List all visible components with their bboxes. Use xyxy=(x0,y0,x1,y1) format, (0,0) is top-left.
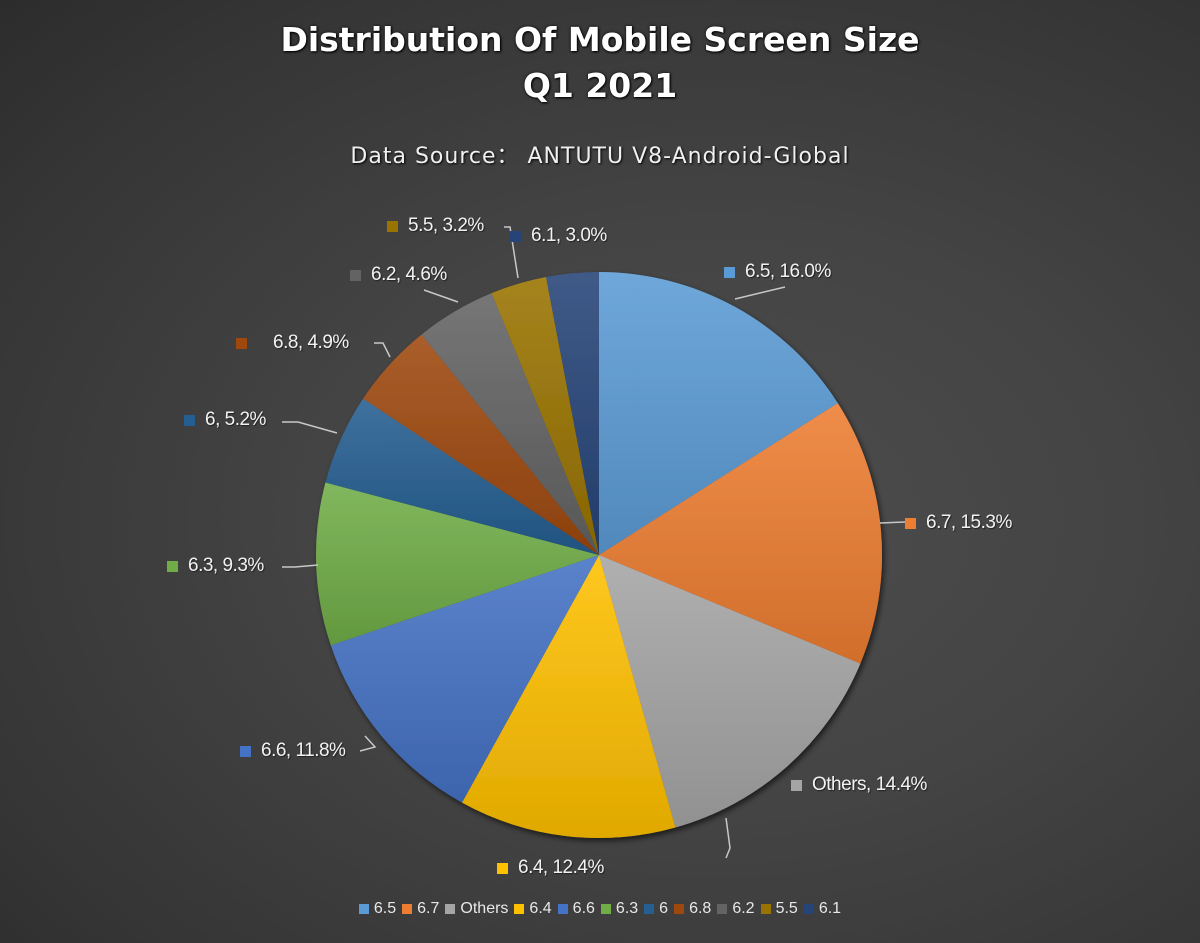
legend-item[interactable]: 6.6 xyxy=(557,900,595,918)
data-label-5-5: 5.5, 3.2% xyxy=(387,215,484,237)
legend-item[interactable]: 6.8 xyxy=(674,900,711,918)
legend-item[interactable]: Others xyxy=(445,900,508,918)
legend-swatch xyxy=(600,904,611,914)
legend-swatch xyxy=(717,904,728,914)
data-label-6-5: 6.5, 16.0% xyxy=(724,261,831,283)
legend-item[interactable]: 5.5 xyxy=(760,900,798,918)
swatch xyxy=(350,269,361,281)
legend-item[interactable]: 6.2 xyxy=(717,900,755,918)
slice-shading xyxy=(599,272,838,555)
slice-shading xyxy=(421,293,599,555)
leader-line xyxy=(734,286,786,300)
legend-swatch xyxy=(803,904,814,914)
slice-shading xyxy=(462,555,676,838)
data-label-6: 6, 5.2% xyxy=(184,409,266,431)
legend-swatch xyxy=(445,904,456,914)
leader-line xyxy=(423,289,459,303)
legend-swatch xyxy=(402,904,413,914)
swatch xyxy=(905,517,916,529)
swatch xyxy=(240,745,251,757)
data-label-6-7: 6.7, 15.3% xyxy=(905,512,1012,534)
swatch xyxy=(167,560,178,572)
swatch xyxy=(236,337,247,349)
swatch xyxy=(724,266,735,278)
chart-title: Distribution Of Mobile Screen Size xyxy=(280,20,920,59)
chart-subtitle: Data Source： ANTUTU V8-Android-Global xyxy=(350,144,850,169)
data-label-6-2: 6.2, 4.6% xyxy=(350,264,447,286)
leader-line xyxy=(359,735,377,752)
data-label-6-1: 6.1, 3.0% xyxy=(510,225,607,247)
slice-shading xyxy=(546,272,599,555)
legend-item[interactable]: 6.7 xyxy=(402,900,439,918)
chart-legend: 6.5 6.7 Others 6.4 6.6 6.3 6 6.8 6.2 5.5… xyxy=(0,900,1200,918)
legend-swatch xyxy=(358,904,369,914)
slice-shading xyxy=(599,403,882,664)
legend-item[interactable]: 6.3 xyxy=(600,900,638,918)
legend-swatch xyxy=(514,904,525,914)
leader-line xyxy=(725,817,731,859)
legend-swatch xyxy=(557,904,568,914)
chart-title-period: Q1 2021 xyxy=(522,66,678,105)
slice-shading xyxy=(316,482,599,646)
data-label-6-3: 6.3, 9.3% xyxy=(167,555,264,577)
swatch xyxy=(791,779,802,791)
legend-swatch xyxy=(674,904,685,914)
swatch xyxy=(387,220,398,232)
legend-item[interactable]: 6.5 xyxy=(358,900,396,918)
leader-line xyxy=(282,421,338,434)
slice-shading xyxy=(363,334,599,555)
slice-shading xyxy=(325,398,599,555)
leader-line xyxy=(879,521,906,524)
legend-item[interactable]: 6.1 xyxy=(803,900,841,918)
data-label-6-6: 6.6, 11.8% xyxy=(240,740,346,762)
legend-item[interactable]: 6.4 xyxy=(514,900,552,918)
swatch xyxy=(497,862,508,874)
data-label-6-4: 6.4, 12.4% xyxy=(497,857,604,879)
leader-line xyxy=(504,226,519,279)
legend-swatch xyxy=(644,904,655,914)
slice-shading xyxy=(491,277,599,555)
swatch xyxy=(510,230,521,242)
leader-line xyxy=(282,564,319,568)
swatch xyxy=(184,414,195,426)
data-label-others: Others, 14.4% xyxy=(791,774,927,796)
data-label-6-8: 6.8, 4.9% xyxy=(236,332,349,354)
leader-line xyxy=(374,342,391,358)
slice-shading xyxy=(330,555,599,803)
legend-swatch xyxy=(760,904,771,914)
legend-item[interactable]: 6 xyxy=(644,900,668,918)
slice-shading xyxy=(599,555,861,828)
